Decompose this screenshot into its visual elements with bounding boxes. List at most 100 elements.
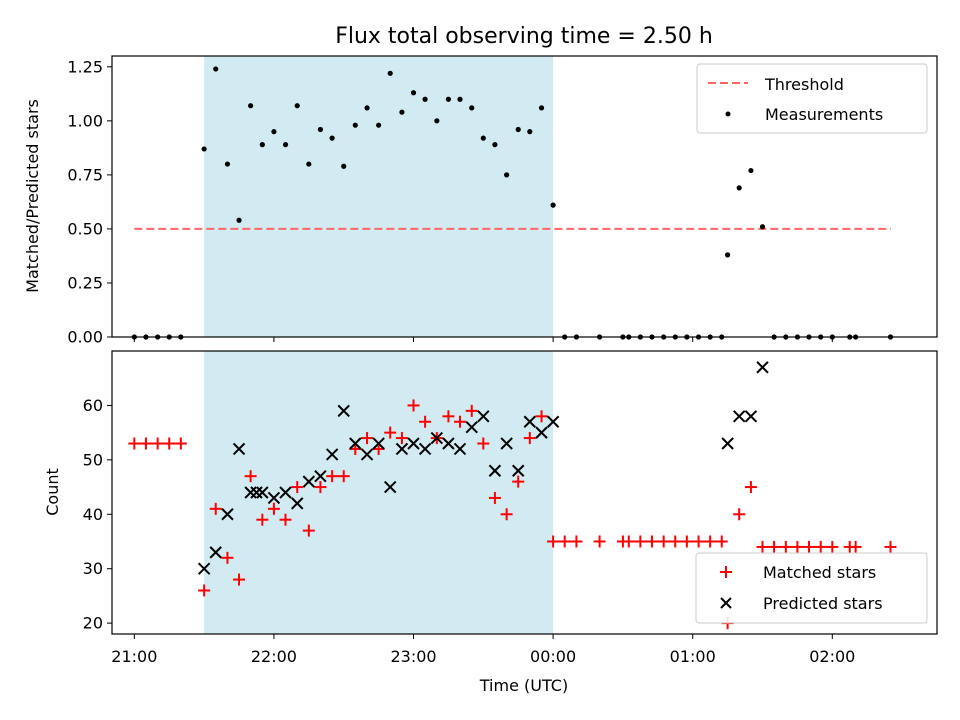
matched-star-point bbox=[244, 470, 257, 483]
top-x-ticks bbox=[133, 337, 833, 342]
measurement-point bbox=[410, 90, 417, 96]
matched-star-point bbox=[151, 437, 164, 450]
top-legend: Threshold Measurements bbox=[696, 63, 928, 134]
measurement-point bbox=[213, 66, 219, 72]
matched-star-point bbox=[622, 535, 635, 548]
measurement-point bbox=[376, 122, 382, 128]
matched-star-point bbox=[669, 535, 682, 548]
top-y-tick-label: 0.25 bbox=[67, 273, 103, 292]
predicted-star-point bbox=[453, 442, 467, 456]
predicted-star-point-b bbox=[407, 437, 420, 450]
measurement-point bbox=[387, 70, 393, 76]
matched-star-point bbox=[657, 535, 670, 548]
predicted-star-point bbox=[349, 437, 362, 450]
legend-measurements-label: Measurements bbox=[765, 105, 883, 124]
top-series-measurements bbox=[131, 66, 894, 340]
matched-star-point bbox=[233, 573, 246, 586]
top-y-tick-label: 0.50 bbox=[67, 219, 103, 238]
bottom-y-tick-label: 50 bbox=[83, 450, 103, 469]
matched-star-point bbox=[715, 535, 728, 548]
predicted-star-point-b bbox=[546, 415, 560, 428]
measurement-point bbox=[527, 129, 533, 135]
bottom-y-ticks: 20 30 40 50 60 bbox=[83, 396, 112, 633]
predicted-star-point-b bbox=[535, 426, 548, 439]
predicted-star-point-b bbox=[250, 486, 263, 499]
measurement-point bbox=[422, 96, 428, 102]
predicted-star-point bbox=[395, 442, 409, 456]
predicted-star-point bbox=[360, 448, 374, 461]
predicted-star-point-b bbox=[314, 469, 327, 483]
measurement-point bbox=[352, 122, 358, 128]
matched-star-point bbox=[372, 442, 385, 455]
matched-star-point bbox=[535, 410, 548, 423]
predicted-star-point bbox=[465, 420, 478, 434]
matched-star-point bbox=[174, 437, 187, 450]
matched-star-point bbox=[361, 432, 374, 445]
matched-star-point bbox=[198, 584, 211, 597]
measurement-point bbox=[515, 126, 521, 133]
predicted-star-point-b bbox=[209, 546, 222, 559]
predicted-star-point-b bbox=[756, 361, 769, 374]
predicted-star-point-b bbox=[349, 437, 362, 450]
predicted-star-point bbox=[721, 437, 734, 450]
predicted-star-point bbox=[488, 464, 502, 477]
measurement-point bbox=[748, 167, 754, 174]
bottom-y-tick-label: 60 bbox=[83, 396, 103, 415]
predicted-star-point bbox=[325, 448, 339, 461]
measurement-point bbox=[329, 135, 335, 141]
predicted-star-point-b bbox=[500, 437, 513, 450]
matched-star-point bbox=[454, 415, 467, 428]
legend-measurements-marker bbox=[725, 111, 731, 117]
predicted-star-point bbox=[523, 415, 537, 428]
measurement-point bbox=[457, 96, 463, 102]
predicted-star-point bbox=[756, 361, 769, 374]
bottom-legend: Matched stars Predicted stars bbox=[695, 552, 928, 624]
matched-star-point bbox=[291, 481, 304, 494]
predicted-star-point-b bbox=[325, 448, 339, 461]
measurement-point bbox=[445, 96, 452, 102]
predicted-star-point-b bbox=[337, 404, 350, 418]
predicted-star-point bbox=[512, 464, 525, 477]
legend-threshold-label: Threshold bbox=[764, 75, 844, 94]
measurement-point bbox=[550, 202, 556, 208]
matched-star-point bbox=[680, 535, 693, 548]
x-tick-label: 23:00 bbox=[390, 647, 436, 666]
matched-star-point bbox=[349, 442, 362, 455]
matched-star-point bbox=[477, 437, 490, 450]
predicted-star-point-b bbox=[523, 415, 537, 428]
matched-star-point bbox=[849, 540, 862, 553]
top-plot-area bbox=[131, 56, 894, 340]
legend-predicted-marker bbox=[720, 597, 732, 609]
measurement-point bbox=[201, 146, 207, 152]
predicted-star-point-b bbox=[453, 442, 467, 456]
predicted-star-point-b bbox=[244, 486, 257, 499]
top-y-axis-label: Matched/Predicted stars bbox=[23, 99, 42, 293]
matched-star-point bbox=[500, 508, 513, 521]
legend-predicted-label: Predicted stars bbox=[763, 594, 883, 613]
predicted-star-point bbox=[418, 442, 432, 456]
matched-star-point bbox=[267, 502, 280, 515]
chart-title: Flux total observing time = 2.50 h bbox=[335, 24, 713, 49]
x-tick-label: 22:00 bbox=[251, 647, 297, 666]
matched-star-point bbox=[779, 540, 792, 553]
matched-star-point bbox=[826, 540, 839, 553]
measurement-point bbox=[399, 109, 405, 115]
matched-star-point bbox=[395, 432, 408, 445]
measurement-point bbox=[294, 103, 300, 109]
measurement-point bbox=[759, 224, 766, 230]
measurement-point bbox=[725, 252, 731, 258]
matched-star-point bbox=[733, 508, 746, 521]
matched-star-point bbox=[384, 426, 397, 439]
top-y-ticks: 0.00 0.25 0.50 0.75 1.00 1.25 bbox=[67, 57, 112, 347]
measurement-point bbox=[504, 172, 510, 178]
legend-matched-marker bbox=[720, 566, 732, 578]
predicted-star-point-b bbox=[279, 486, 292, 499]
bottom-x-ticks: 21:00 22:00 23:00 00:00 01:00 02:00 bbox=[111, 634, 855, 666]
predicted-star-point-b bbox=[732, 410, 746, 423]
matched-star-point bbox=[302, 524, 315, 537]
matched-star-point bbox=[465, 404, 478, 417]
predicted-star-point-b bbox=[395, 442, 409, 456]
predicted-star-point-b bbox=[488, 464, 502, 477]
predicted-star-point-b bbox=[744, 410, 758, 423]
top-y-tick-label: 1.25 bbox=[67, 57, 103, 76]
